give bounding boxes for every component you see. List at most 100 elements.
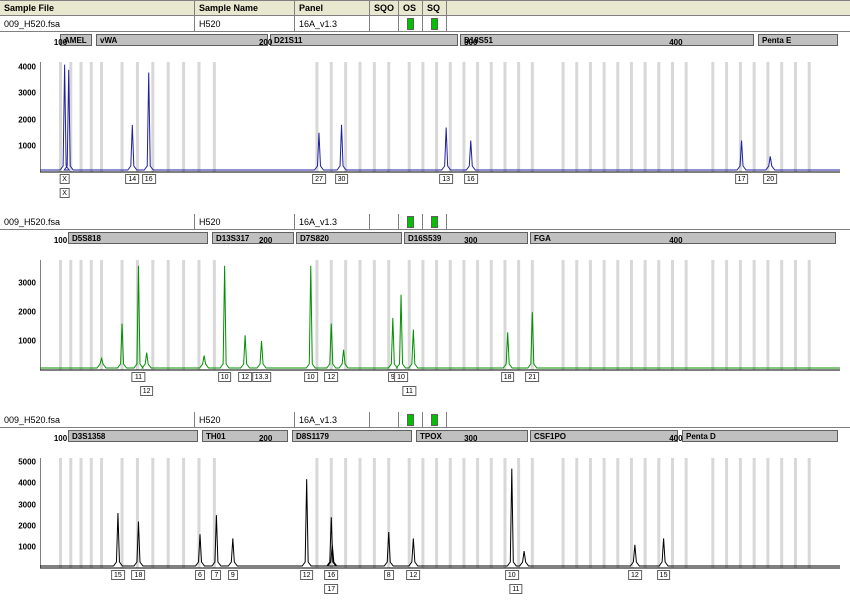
allele-call: 12: [628, 570, 642, 580]
electropherogram-blue: 1002003004001000200030004000: [40, 50, 840, 174]
marker-d7s820: D7S820: [296, 232, 402, 244]
sample-file: 009_H520.fsa: [0, 214, 195, 229]
x-tick: 200: [259, 434, 272, 443]
os-cell: [399, 16, 423, 31]
allele-row-group: 151867912168121012151711: [0, 570, 850, 598]
marker-row: AMELvWAD21S11D18S51Penta E: [0, 34, 850, 48]
allele-call: 13: [439, 174, 453, 184]
trace-black: [40, 469, 840, 566]
panel: 16A_v1.3: [295, 412, 370, 427]
y-tick: 5000: [6, 458, 36, 467]
allele-call: 10: [218, 372, 232, 382]
x-tick: 100: [54, 236, 67, 245]
marker-d8s1179: D8S1179: [292, 430, 412, 442]
allele-call: 9: [228, 570, 238, 580]
status-indicator-icon: [431, 216, 438, 228]
allele-call: 13.3: [252, 372, 272, 382]
allele-call: 16: [324, 570, 338, 580]
allele-call: 15: [111, 570, 125, 580]
marker-penta d: Penta D: [682, 430, 838, 442]
allele-call: X: [59, 188, 70, 198]
y-tick: 4000: [6, 63, 36, 72]
allele-call: 21: [525, 372, 539, 382]
sample-name: H520: [195, 16, 295, 31]
allele-call: 8: [384, 570, 394, 580]
marker-vwa: vWA: [96, 34, 268, 46]
allele-call: 18: [132, 570, 146, 580]
column-header-row: Sample FileSample NamePanelSQOOSSQ: [0, 0, 850, 16]
sample-row: 009_H520.fsaH52016A_v1.3: [0, 214, 850, 230]
marker-fga: FGA: [530, 232, 836, 244]
sample-name: H520: [195, 412, 295, 427]
allele-call: 27: [312, 174, 326, 184]
allele-call: 30: [335, 174, 349, 184]
marker-row: D5S818D13S317D7S820D16S539FGA: [0, 232, 850, 246]
col-header-sample-file: Sample File: [0, 1, 195, 15]
allele-row: 1711: [40, 584, 840, 598]
sample-file: 009_H520.fsa: [0, 412, 195, 427]
y-tick: 3000: [6, 500, 36, 509]
x-tick: 400: [669, 38, 682, 47]
x-tick: 400: [669, 236, 682, 245]
x-tick: 300: [464, 236, 477, 245]
panel: 16A_v1.3: [295, 214, 370, 229]
x-tick: 400: [669, 434, 682, 443]
panel-green: 009_H520.fsaH52016A_v1.3 D5S818D13S317D7S…: [0, 214, 850, 400]
sqo-cell: [370, 214, 399, 229]
col-header-panel: Panel: [295, 1, 370, 15]
x-tick: 100: [54, 38, 67, 47]
allele-call: 20: [763, 174, 777, 184]
y-tick: 3000: [6, 89, 36, 98]
sqo-cell: [370, 16, 399, 31]
allele-row: 1211: [40, 386, 840, 400]
allele-call: 11: [132, 372, 145, 382]
trace-blue: [40, 65, 840, 170]
sample-name: H520: [195, 214, 295, 229]
allele-call: 12: [406, 570, 420, 580]
allele-call: 7: [211, 570, 221, 580]
panel-blue: 009_H520.fsaH52016A_v1.3AMELvWAD21S11D18…: [0, 16, 850, 202]
sample-row: 009_H520.fsaH52016A_v1.3: [0, 412, 850, 428]
status-indicator-icon: [407, 216, 414, 228]
marker-d13s317: D13S317: [212, 232, 294, 244]
y-tick: 2000: [6, 521, 36, 530]
sample-row: 009_H520.fsaH52016A_v1.3: [0, 16, 850, 32]
col-header-sqo: SQO: [370, 1, 399, 15]
allele-call: 12: [238, 372, 252, 382]
allele-call: 17: [735, 174, 749, 184]
allele-call: 16: [464, 174, 478, 184]
col-header-sq: SQ: [423, 1, 447, 15]
x-tick: 200: [259, 236, 272, 245]
allele-row: X: [40, 188, 840, 202]
allele-call: 10: [505, 570, 519, 580]
col-header-sample-name: Sample Name: [195, 1, 295, 15]
x-tick: 200: [259, 38, 272, 47]
col-header-os: OS: [399, 1, 423, 15]
allele-row-group: 11101213.3101291018211211: [0, 372, 850, 400]
electropherogram-green: 100200300400100020003000: [40, 248, 840, 372]
marker-penta e: Penta E: [758, 34, 838, 46]
allele-call: X: [59, 174, 70, 184]
x-tick: 100: [54, 434, 67, 443]
marker-d21s11: D21S11: [270, 34, 458, 46]
y-tick: 2000: [6, 115, 36, 124]
allele-call: 18: [501, 372, 515, 382]
marker-row: D3S1358TH01D8S1179TPOXCSF1POPenta D: [0, 430, 850, 444]
allele-call: 15: [657, 570, 671, 580]
y-tick: 1000: [6, 337, 36, 346]
panel-black: 009_H520.fsaH52016A_v1.3D3S1358TH01D8S11…: [0, 412, 850, 598]
allele-call: 16: [142, 174, 156, 184]
marker-csf1po: CSF1PO: [530, 430, 678, 442]
allele-row: 11101213.310129101821: [40, 372, 840, 386]
y-tick: 3000: [6, 279, 36, 288]
y-tick: 1000: [6, 542, 36, 551]
allele-row-group: X1416273013161720X: [0, 174, 850, 202]
sq-cell: [423, 16, 447, 31]
allele-call: 11: [403, 386, 416, 396]
chart-svg: [40, 260, 840, 382]
y-tick: 2000: [6, 308, 36, 317]
marker-d18s51: D18S51: [460, 34, 754, 46]
y-tick: 1000: [6, 141, 36, 150]
sq-cell: [423, 214, 447, 229]
trace-green: [40, 266, 840, 368]
